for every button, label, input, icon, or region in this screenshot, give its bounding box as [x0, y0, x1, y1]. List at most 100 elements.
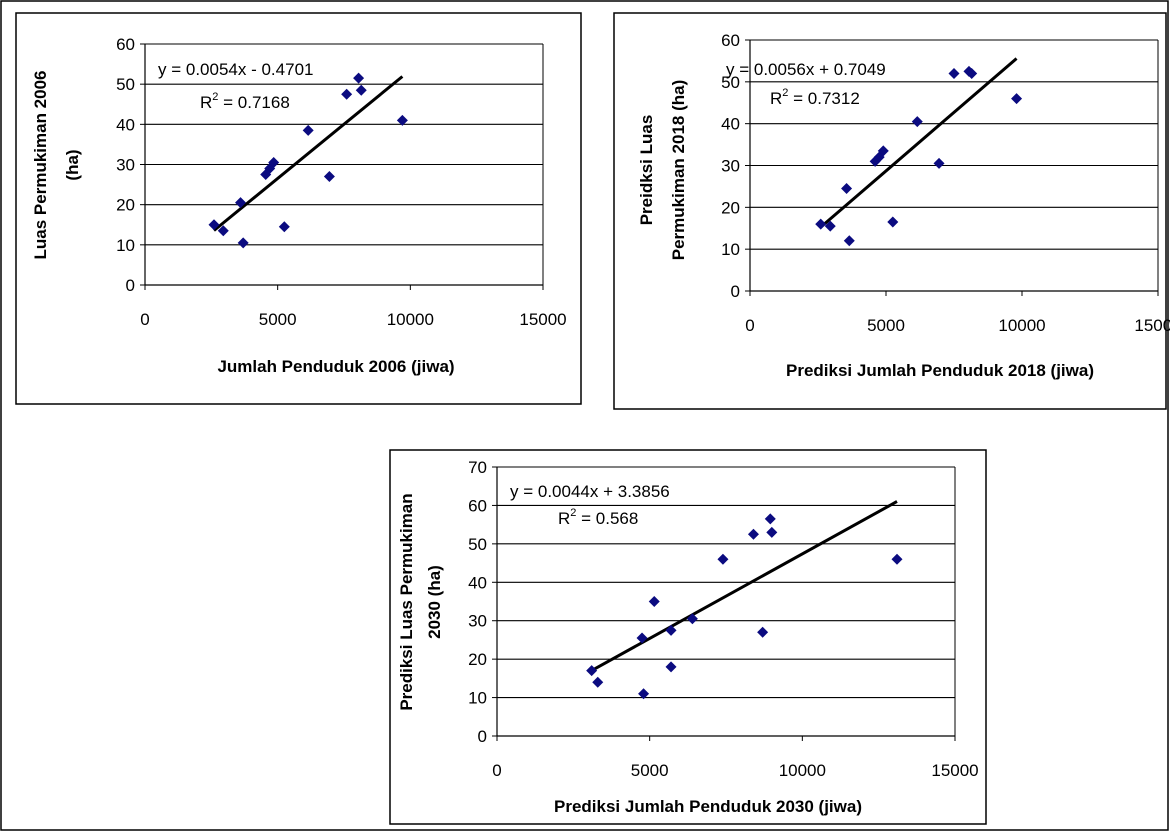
- x-tick-label: 0: [492, 761, 501, 780]
- y-tick-label: 0: [478, 727, 487, 746]
- y-tick-label: 40: [721, 115, 740, 134]
- data-point: [887, 216, 899, 228]
- data-point: [933, 157, 945, 169]
- y-axis-label: Prediksi Luas Permukiman: [397, 493, 416, 710]
- x-tick-label: 10000: [998, 316, 1045, 335]
- r-squared-superscript: 2: [570, 507, 576, 519]
- data-point: [592, 676, 604, 688]
- data-point: [747, 528, 759, 540]
- r-squared-symbol: R: [770, 89, 782, 108]
- chart-3: 0 10 20 30 40 50 60 70 0 5000 10000 15000 y = 0.0044…: [389, 449, 987, 825]
- data-point: [396, 114, 408, 126]
- data-point: [891, 553, 903, 565]
- r-squared-symbol: R: [558, 509, 570, 528]
- y-tick-label: 10: [721, 240, 740, 259]
- data-point: [636, 632, 648, 644]
- data-point: [648, 596, 660, 607]
- r-squared-label: R2 = 0.7168: [200, 91, 290, 112]
- data-point: [237, 237, 249, 249]
- y-tick-label: 40: [116, 115, 135, 134]
- y-tick-label: 40: [468, 573, 487, 592]
- y-axis-label: Preidksi Luas: [637, 115, 656, 226]
- x-axis-label: Prediksi Jumlah Penduduk 2018 (jiwa): [786, 361, 1094, 380]
- data-point: [638, 688, 650, 700]
- x-axis-label: Jumlah Penduduk 2006 (jiwa): [217, 357, 454, 376]
- y-tick-label: 30: [468, 612, 487, 631]
- y-tick-label: 20: [116, 196, 135, 215]
- data-point: [1011, 93, 1023, 105]
- trendline-equation: y = 0.0044x + 3.3856: [510, 482, 670, 501]
- y-tick-label: 0: [126, 276, 135, 295]
- data-point: [764, 513, 776, 525]
- data-point: [268, 156, 280, 168]
- data-point: [841, 183, 853, 195]
- trendline: [213, 75, 404, 232]
- x-tick-label: 15000: [1134, 316, 1170, 335]
- x-axis-label: Prediksi Jumlah Penduduk 2030 (jiwa): [554, 797, 862, 816]
- data-point: [665, 624, 677, 636]
- y-axis-label: Permukiman 2018 (ha): [669, 80, 688, 260]
- x-tick-label: 0: [745, 316, 754, 335]
- y-tick-label: 0: [731, 282, 740, 301]
- y-tick-label: 50: [468, 535, 487, 554]
- r-squared-value: = 0.568: [576, 509, 638, 528]
- x-tick-label: 5000: [259, 310, 297, 329]
- y-axis-label: Luas Permukiman 2006: [31, 71, 50, 260]
- y-tick-label: 10: [116, 236, 135, 255]
- data-point: [843, 235, 855, 247]
- y-axis-label: 2030 (ha): [425, 565, 444, 639]
- r-squared-symbol: R: [200, 93, 212, 112]
- data-point: [302, 124, 314, 136]
- data-point: [757, 626, 769, 638]
- x-tick-label: 15000: [931, 761, 978, 780]
- data-point: [235, 197, 247, 209]
- x-tick-label: 5000: [867, 316, 905, 335]
- y-tick-label: 50: [116, 75, 135, 94]
- y-tick-label: 50: [721, 73, 740, 92]
- x-tick-label: 10000: [387, 310, 434, 329]
- data-point: [824, 220, 836, 232]
- chart-frame: [613, 12, 1167, 410]
- x-tick-label: 15000: [519, 310, 566, 329]
- data-point: [911, 116, 923, 128]
- r-squared-value: = 0.7168: [218, 93, 289, 112]
- data-point: [766, 526, 778, 538]
- r-squared-label: R2 = 0.568: [558, 507, 638, 528]
- trendline-equation: y = 0.0054x - 0.4701: [158, 60, 313, 79]
- data-point: [355, 84, 367, 96]
- data-point: [278, 221, 290, 233]
- y-tick-label: 30: [721, 157, 740, 176]
- r-squared-superscript: 2: [782, 87, 788, 99]
- chart-frame: [389, 449, 987, 825]
- data-point: [586, 665, 598, 677]
- y-tick-label: 70: [468, 458, 487, 477]
- y-tick-label: 10: [468, 689, 487, 708]
- data-point: [217, 225, 229, 237]
- y-tick-label: 30: [116, 156, 135, 175]
- data-point: [948, 67, 960, 79]
- y-tick-label: 60: [116, 35, 135, 54]
- y-axis-label: (ha): [63, 149, 82, 180]
- r-squared-superscript: 2: [212, 91, 218, 103]
- x-tick-label: 5000: [631, 761, 669, 780]
- r-squared-value: = 0.7312: [788, 89, 859, 108]
- y-tick-label: 60: [468, 496, 487, 515]
- chart-frame: [15, 12, 582, 405]
- data-point: [208, 219, 220, 231]
- trendline: [819, 57, 1018, 229]
- data-point: [353, 72, 365, 84]
- data-point: [686, 613, 698, 625]
- y-tick-label: 20: [468, 650, 487, 669]
- chart-2: 0 10 20 30 40 50 60 0 5000 10000 15000 y = 0.0056x …: [613, 12, 1170, 410]
- data-point: [665, 661, 677, 673]
- data-point: [323, 171, 335, 183]
- r-squared-label: R2 = 0.7312: [770, 87, 860, 108]
- chart-1: 0 10 20 30 40 50 60 0 5000 10000 15000 y = 0.0054x …: [15, 12, 582, 405]
- data-point: [717, 553, 729, 565]
- data-point: [877, 145, 889, 157]
- y-tick-label: 20: [721, 198, 740, 217]
- x-tick-label: 0: [140, 310, 149, 329]
- data-point: [966, 67, 978, 79]
